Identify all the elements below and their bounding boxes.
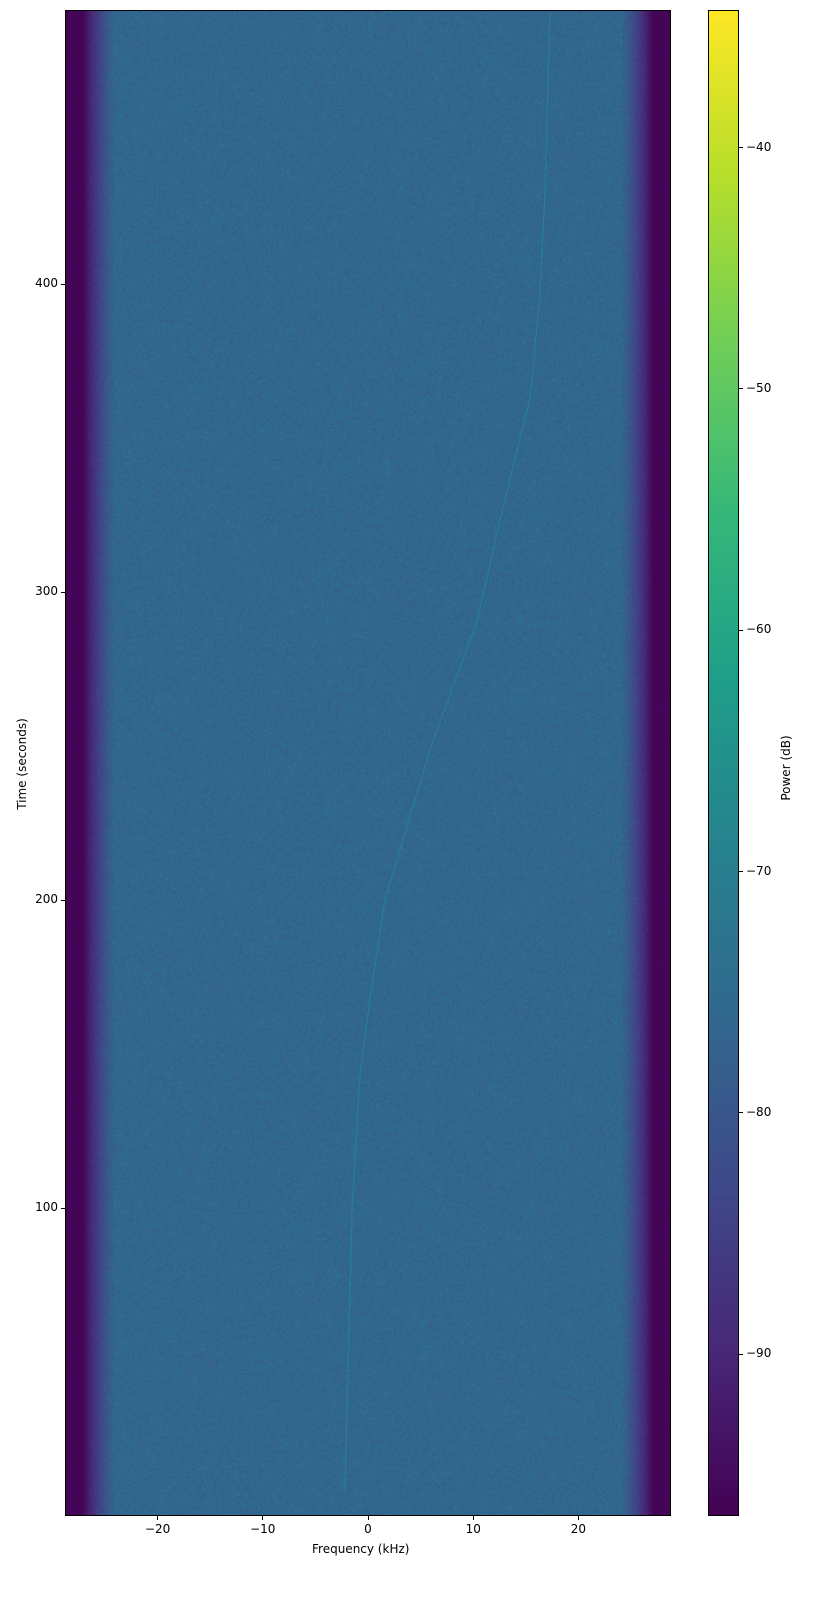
colorbar-tick-mark — [739, 871, 743, 872]
x-tick-label: 20 — [558, 1522, 598, 1536]
signal-trace — [345, 11, 550, 1491]
y-tick-mark — [61, 900, 65, 901]
colorbar-tick-mark — [739, 388, 743, 389]
x-tick-mark — [578, 1516, 579, 1520]
colorbar — [708, 10, 739, 1516]
x-tick-mark — [157, 1516, 158, 1520]
colorbar-tick-label: −70 — [746, 864, 771, 878]
colorbar-tick-label: −90 — [746, 1346, 771, 1360]
y-tick-mark — [61, 1208, 65, 1209]
colorbar-label: Power (dB) — [779, 728, 793, 808]
x-tick-mark — [473, 1516, 474, 1520]
x-tick-label: 0 — [348, 1522, 388, 1536]
x-axis-label: Frequency (kHz) — [312, 1542, 409, 1556]
y-tick-mark — [61, 592, 65, 593]
colorbar-tick-mark — [739, 1354, 743, 1355]
y-tick-mark — [61, 284, 65, 285]
x-tick-label: −10 — [243, 1522, 283, 1536]
x-tick-label: 10 — [453, 1522, 493, 1536]
y-tick-label: 200 — [10, 892, 58, 906]
colorbar-gradient — [709, 11, 738, 1515]
y-tick-label: 400 — [10, 276, 58, 290]
colorbar-tick-mark — [739, 1112, 743, 1113]
colorbar-tick-label: −50 — [746, 381, 771, 395]
colorbar-tick-label: −60 — [746, 622, 771, 636]
x-tick-label: −20 — [138, 1522, 178, 1536]
x-tick-mark — [368, 1516, 369, 1520]
colorbar-tick-label: −80 — [746, 1105, 771, 1119]
colorbar-tick-mark — [739, 147, 743, 148]
x-tick-mark — [262, 1516, 263, 1520]
y-axis-label: Time (seconds) — [15, 714, 29, 814]
colorbar-tick-label: −40 — [746, 140, 771, 154]
y-tick-label: 100 — [10, 1200, 58, 1214]
y-tick-label: 300 — [10, 584, 58, 598]
colorbar-tick-mark — [739, 630, 743, 631]
spectrogram-plot-area — [65, 10, 671, 1516]
signal-trace-layer — [66, 11, 670, 1515]
